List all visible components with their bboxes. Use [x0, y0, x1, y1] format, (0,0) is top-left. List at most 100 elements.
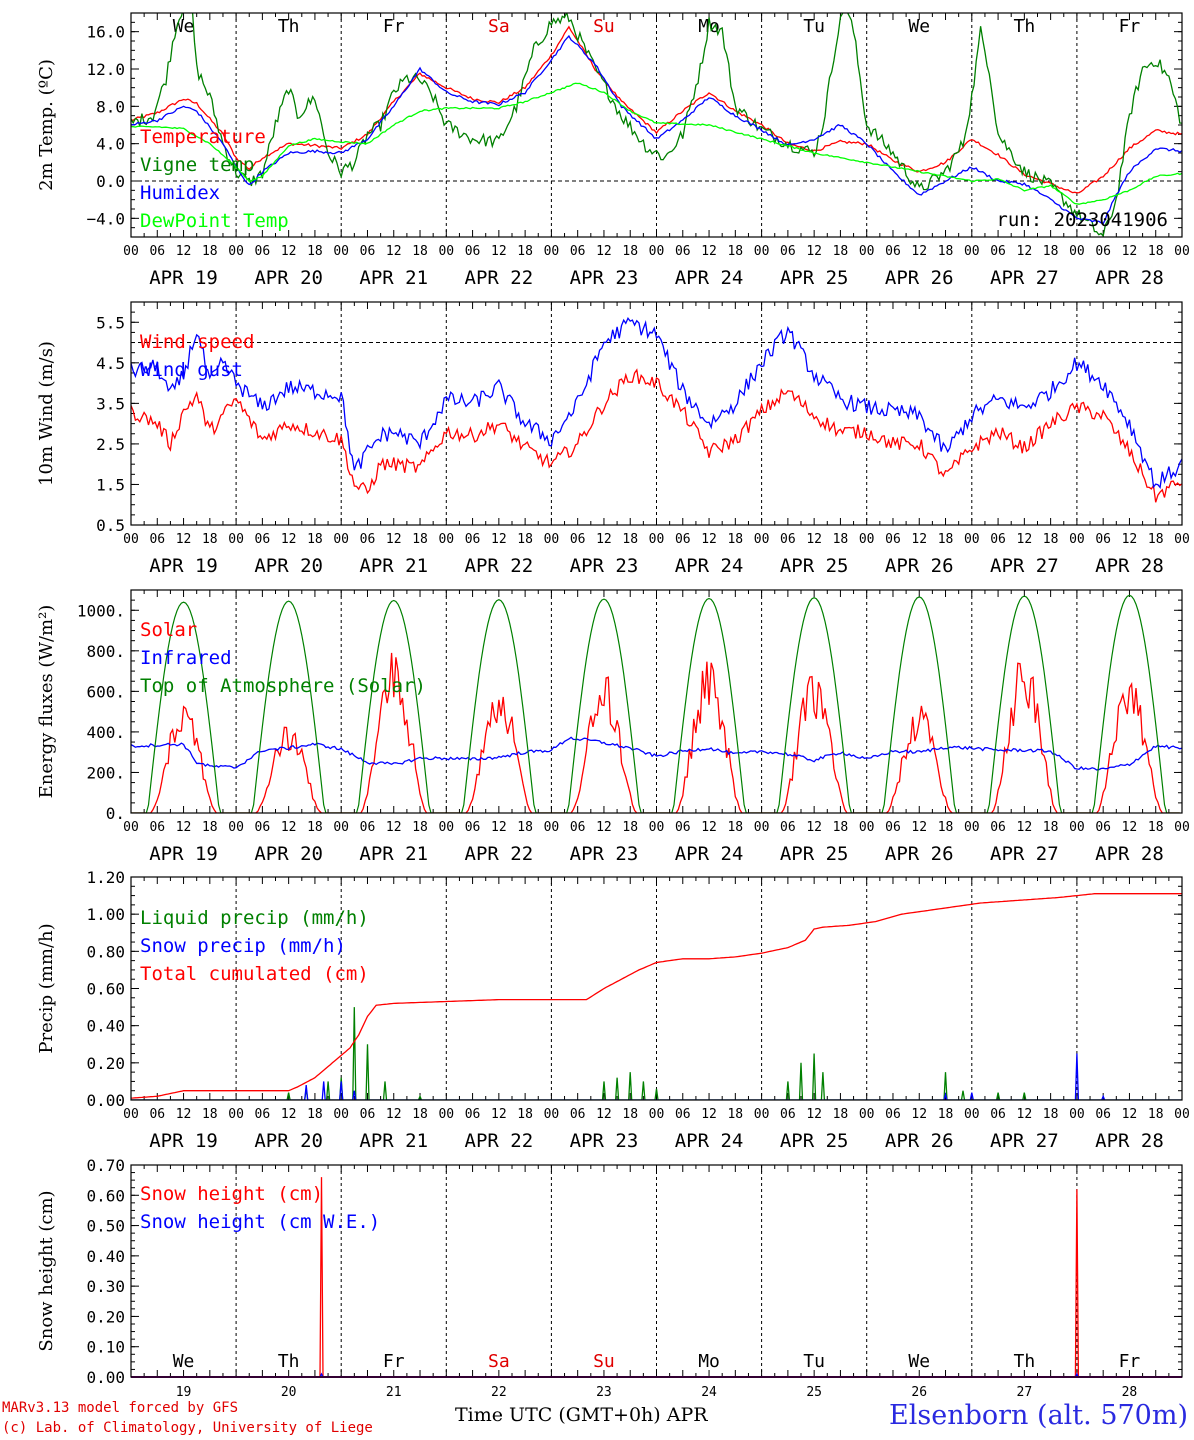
legend-entry: Snow precip (mm/h) [140, 935, 346, 957]
hour-label: 06 [885, 1107, 901, 1122]
hour-label: 18 [307, 1107, 323, 1122]
hour-label: 00 [333, 244, 349, 259]
hour-label: 12 [911, 1107, 927, 1122]
hour-label: 18 [727, 1107, 743, 1122]
hour-label: 00 [964, 244, 980, 259]
hour-label: 12 [806, 532, 822, 547]
date-label: APR 23 [570, 843, 639, 865]
hour-label: 18 [1148, 820, 1164, 835]
y-tick-label: 0.30 [86, 1277, 125, 1296]
hour-label: 12 [701, 820, 717, 835]
hour-label: 18 [1043, 244, 1059, 259]
y-tick-label: −4.0 [86, 209, 125, 228]
hour-label: 00 [1069, 532, 1085, 547]
hour-label: 18 [412, 532, 428, 547]
date-label: APR 27 [990, 1130, 1059, 1152]
hour-label: 06 [990, 244, 1006, 259]
legend-entry: Temperature [140, 126, 266, 148]
panel-2: 0.5 1.5 2.5 3.5 4.5 5.5 10m Wind (m/s) 00 06 12 18… [36, 301, 1190, 577]
y-tick-label: 0.10 [86, 1338, 125, 1357]
hour-label: 00 [964, 1107, 980, 1122]
hour-label: 00 [964, 820, 980, 835]
hour-label: 00 [754, 1107, 770, 1122]
date-label: APR 25 [780, 267, 849, 289]
series-top-of-atmosphere-solar [131, 594, 1180, 813]
hour-label: 00 [859, 532, 875, 547]
x-axis-title: Time UTC (GMT+0h) APR [455, 1404, 708, 1426]
legend-entry: Total cumulated (cm) [140, 963, 369, 985]
date-label: APR 25 [780, 1130, 849, 1152]
y-tick-label: 600. [86, 682, 125, 701]
weekday-label: Sa [488, 1351, 510, 1372]
date-label: APR 23 [570, 555, 639, 577]
y-tick-label: 8.0 [96, 97, 125, 116]
hour-label: 12 [596, 532, 612, 547]
date-label: APR 22 [465, 555, 534, 577]
hour-label: 00 [544, 1107, 560, 1122]
date-label: APR 27 [990, 267, 1059, 289]
weekday-label: We [173, 1351, 195, 1372]
weekday-label: Th [1014, 16, 1036, 37]
hour-label: 00 [544, 244, 560, 259]
hour-label: 06 [885, 244, 901, 259]
hour-label: 06 [360, 1107, 376, 1122]
hour-label: 18 [938, 820, 954, 835]
hour-label: 12 [386, 532, 402, 547]
hour-label: 06 [990, 820, 1006, 835]
plot-area [131, 594, 1182, 813]
credit-line-2: (c) Lab. of Climatology, University of L… [2, 1420, 373, 1436]
hour-label: 06 [1095, 532, 1111, 547]
legend-entry: Vigne temp [140, 154, 254, 176]
legend-entry: DewPoint Temp [140, 210, 289, 232]
hour-label: 12 [806, 1107, 822, 1122]
hour-label: 12 [701, 532, 717, 547]
y-tick-label: 0. [106, 804, 125, 823]
hour-label: 18 [1043, 532, 1059, 547]
hour-label: 06 [570, 1107, 586, 1122]
hour-label: 12 [701, 1107, 717, 1122]
hour-label: 06 [1095, 1107, 1111, 1122]
legend-entry: Liquid precip (mm/h) [140, 907, 369, 929]
series-infrared [131, 736, 1182, 771]
hour-label: 12 [1122, 1107, 1138, 1122]
hour-label: 18 [1148, 244, 1164, 259]
y-tick-label: 0.60 [86, 1186, 125, 1205]
panel-4: 0.00 0.20 0.40 0.60 0.80 1.00 1.20 Precip (mm/h… [36, 868, 1190, 1152]
date-label: APR 28 [1095, 843, 1164, 865]
hour-label: 06 [570, 244, 586, 259]
hour-label: 12 [281, 532, 297, 547]
date-label: APR 20 [254, 267, 323, 289]
hour-label: 12 [596, 820, 612, 835]
y-tick-label: 16.0 [86, 23, 125, 42]
hour-label: 18 [622, 244, 638, 259]
date-label: APR 24 [675, 843, 744, 865]
date-label: APR 22 [465, 267, 534, 289]
weekday-label: Th [1014, 1351, 1036, 1372]
hour-label: 06 [360, 820, 376, 835]
y-tick-label: 3.5 [96, 394, 125, 413]
weekday-label: Fr [1119, 1351, 1141, 1372]
hour-label: 00 [1069, 244, 1085, 259]
y-tick-label: 4.5 [96, 354, 125, 373]
date-label: APR 19 [149, 267, 218, 289]
date-label: APR 22 [465, 1130, 534, 1152]
date-label: APR 24 [675, 555, 744, 577]
hour-label: 12 [911, 244, 927, 259]
series-liquid-precip-mm-h [131, 1007, 1182, 1100]
date-label: APR 26 [885, 267, 954, 289]
hour-label: 06 [149, 1107, 165, 1122]
y-tick-label: 1.20 [86, 868, 125, 887]
hour-label: 18 [622, 820, 638, 835]
hour-label: 12 [1017, 532, 1033, 547]
hour-label: 06 [465, 1107, 481, 1122]
hour-label: 00 [228, 820, 244, 835]
hour-label: 18 [202, 1107, 218, 1122]
day-number: 22 [491, 1385, 507, 1400]
hour-label: 06 [675, 820, 691, 835]
location-label: Elsenborn (alt. 570m) [889, 1400, 1188, 1431]
hour-label: 12 [1122, 532, 1138, 547]
hour-label: 06 [465, 820, 481, 835]
date-label: APR 27 [990, 843, 1059, 865]
hour-label: 18 [1043, 1107, 1059, 1122]
y-tick-label: 1.00 [86, 905, 125, 924]
